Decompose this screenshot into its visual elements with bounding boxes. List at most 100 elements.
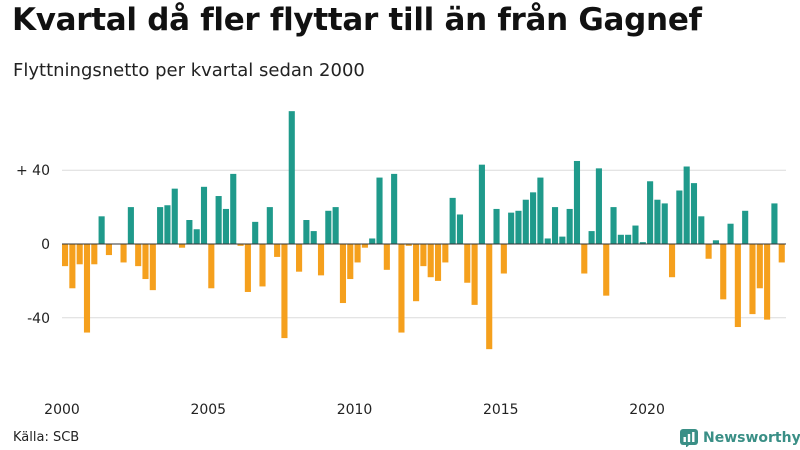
- x-axis-ticks: 2000 2005 2010 2015 2020: [44, 402, 665, 418]
- bar: [610, 207, 617, 244]
- bar: [449, 197, 456, 245]
- bar: [325, 210, 332, 244]
- bar: [771, 203, 778, 244]
- bar: [522, 199, 529, 244]
- bar: [434, 244, 442, 281]
- bar: [120, 244, 127, 263]
- bar: [361, 244, 368, 248]
- bar: [764, 244, 771, 320]
- bar: [237, 244, 244, 246]
- bar: [186, 220, 193, 244]
- bar: [683, 166, 690, 244]
- bar: [98, 216, 105, 244]
- bar: [281, 244, 288, 339]
- y-tick-label: + 40: [16, 163, 50, 179]
- bar: [588, 231, 595, 244]
- x-tick-label: 2010: [337, 402, 373, 418]
- bar: [157, 207, 164, 244]
- bar: [442, 244, 449, 263]
- bar: [712, 240, 719, 244]
- x-tick-label: 2015: [483, 402, 519, 418]
- bar: [252, 221, 259, 244]
- chart-title: Kvartal då fler flyttar till än från Gag…: [12, 2, 702, 38]
- bar: [603, 244, 610, 296]
- bar: [742, 210, 749, 244]
- bar: [427, 244, 434, 278]
- bar: [698, 216, 705, 244]
- bar: [676, 190, 683, 245]
- bar: [625, 234, 632, 244]
- bar: [551, 207, 559, 244]
- bar: [647, 181, 654, 244]
- bar: [661, 203, 668, 244]
- bar: [486, 244, 493, 350]
- bar: [222, 208, 229, 244]
- bar: [164, 205, 171, 244]
- y-tick-label: -40: [27, 311, 50, 327]
- bar: [76, 244, 83, 265]
- bar: [537, 177, 544, 244]
- bar: [398, 244, 405, 333]
- bar: [230, 173, 237, 244]
- bar: [83, 244, 91, 333]
- bar: [581, 244, 588, 274]
- bar: [778, 244, 785, 263]
- y-tick-label: 0: [41, 237, 50, 253]
- bar: [391, 173, 398, 244]
- bar: [369, 238, 376, 245]
- bar: [354, 244, 361, 263]
- bar: [347, 244, 354, 280]
- bar: [530, 192, 537, 244]
- x-tick-label: 2020: [629, 402, 665, 418]
- x-tick-label: 2005: [190, 402, 226, 418]
- gridlines: [62, 169, 786, 319]
- bar: [274, 244, 281, 257]
- newsworthy-logo-icon: [680, 429, 698, 447]
- bar: [62, 244, 69, 267]
- bar: [259, 244, 266, 287]
- bar: [91, 244, 98, 265]
- bar: [208, 244, 215, 289]
- bar: [464, 244, 471, 283]
- bar: [471, 244, 478, 305]
- bar: [566, 208, 573, 244]
- bar: [405, 244, 412, 246]
- bar: [266, 207, 273, 244]
- bar: [493, 208, 500, 244]
- bar: [690, 183, 698, 244]
- source-note: Källa: SCB: [13, 430, 80, 445]
- bar: [303, 220, 310, 244]
- bar: [420, 244, 427, 267]
- brand-name: Newsworthy: [703, 430, 800, 446]
- bar: [376, 177, 383, 244]
- bar: [559, 236, 566, 244]
- bar: [339, 244, 347, 304]
- bar: [756, 244, 763, 289]
- bar: [705, 244, 712, 259]
- bar: [332, 207, 339, 244]
- bars: [62, 111, 785, 350]
- bar: [215, 196, 222, 244]
- bar: [654, 199, 661, 244]
- bar: [200, 186, 208, 245]
- bar: [296, 244, 303, 272]
- bar: [749, 244, 756, 315]
- bar: [734, 244, 741, 328]
- bar: [544, 238, 551, 245]
- bar: [179, 244, 186, 248]
- bar: [573, 160, 581, 244]
- bar: [639, 242, 646, 244]
- bar: [288, 111, 295, 244]
- bar: [617, 234, 624, 244]
- bar: [727, 223, 734, 244]
- y-axis-ticks: + 40 0 -40: [16, 163, 50, 327]
- bar: [413, 244, 420, 302]
- chart-subtitle: Flyttningsnetto per kvartal sedan 2000: [13, 60, 365, 81]
- bar: [310, 231, 317, 244]
- bar: [383, 244, 390, 270]
- brand-logo: Newsworthy: [680, 428, 800, 448]
- bar: [69, 244, 76, 289]
- bar: [500, 244, 507, 274]
- bar: [244, 244, 251, 292]
